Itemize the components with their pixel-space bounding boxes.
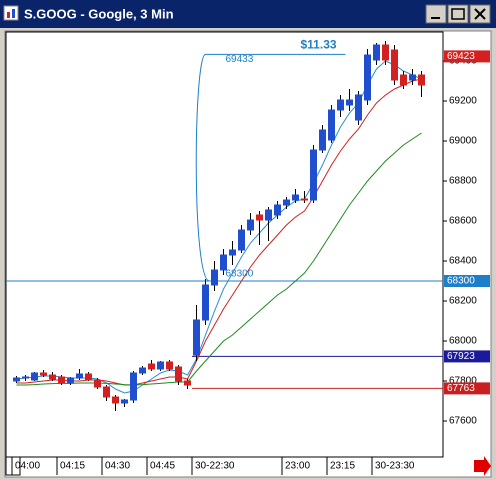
candle-body [175, 366, 182, 382]
x-tick-label: 30-22:30 [195, 461, 235, 472]
measure-label: $11.33 [301, 38, 337, 52]
title-bar [0, 0, 496, 28]
app-icon [3, 5, 19, 21]
candle-body [166, 361, 173, 370]
candle-body [148, 363, 155, 370]
y-tick-label: 68400 [449, 256, 477, 267]
candle-body [184, 380, 191, 386]
last-price-label: 69423 [447, 51, 475, 62]
x-tick-label: 04:15 [60, 461, 85, 472]
app-icon-bar [7, 12, 10, 18]
candle-body [229, 249, 236, 256]
candle-body [292, 194, 299, 201]
x-tick-label: 23:15 [330, 461, 355, 472]
candle-body [400, 74, 407, 86]
price-box [444, 275, 490, 287]
candle-body [13, 377, 20, 382]
candle-body [391, 49, 398, 81]
candle-body [49, 374, 56, 380]
measure-curve [195, 53, 346, 282]
candle-body [274, 204, 281, 216]
measure-low-label: 68300 [226, 269, 254, 280]
candle-body [94, 379, 101, 388]
candle-body [58, 376, 65, 384]
y-tick-label: 68800 [449, 176, 477, 187]
candle-body [76, 373, 83, 379]
x-tick-label: 04:00 [15, 461, 40, 472]
price-box [444, 350, 490, 363]
candle-body [283, 199, 290, 206]
plot-area [5, 31, 444, 458]
candle-body [355, 94, 362, 121]
scroll-box[interactable] [5, 456, 21, 476]
candle-body [31, 372, 38, 381]
candle-body [418, 74, 425, 86]
x-tick-label: 04:30 [105, 461, 130, 472]
candle-body [211, 269, 218, 286]
candle-body [40, 372, 47, 376]
candle-body [346, 99, 353, 106]
candle-body [265, 209, 272, 221]
candle-body [157, 361, 164, 370]
measure-high-label: 69433 [226, 54, 254, 65]
price-label: 67763 [447, 383, 475, 394]
window-title: S.GOOG - Google, 3 Min [24, 6, 174, 21]
last-price-box [444, 50, 490, 63]
y-tick-label: 68000 [449, 336, 477, 347]
candle-body [130, 372, 137, 401]
candle-body [103, 386, 110, 398]
candle-body [22, 376, 29, 379]
candle-body [409, 74, 416, 81]
maximize-button[interactable] [447, 4, 469, 24]
moving-average [16, 60, 422, 394]
candle-body [310, 149, 317, 201]
scroll-arrow[interactable] [474, 456, 491, 476]
x-tick-label: 23:00 [285, 461, 310, 472]
y-tick-label: 68200 [449, 296, 477, 307]
minimize-button[interactable] [425, 4, 447, 24]
candle-body [202, 284, 209, 321]
candle-body [247, 219, 254, 231]
candle-body [112, 396, 119, 404]
price-box [444, 382, 490, 395]
candle-body [193, 319, 200, 356]
candle-body [328, 109, 335, 141]
candle-body [85, 373, 92, 381]
y-tick-label: 69200 [449, 96, 477, 107]
x-tick-label: 30-23:30 [375, 461, 415, 472]
y-tick-label: 68600 [449, 216, 477, 227]
candle-body [337, 99, 344, 111]
candle-body [301, 198, 308, 201]
candle-body [364, 54, 371, 101]
candle-body [238, 229, 245, 251]
window-buttons [425, 4, 491, 24]
y-tick-label: 69000 [449, 136, 477, 147]
candle-body [67, 377, 74, 384]
candle-body [139, 367, 146, 374]
close-icon [474, 8, 486, 20]
x-tick-label: 04:45 [150, 461, 175, 472]
price-label: 67923 [447, 351, 475, 362]
candle-body [373, 44, 380, 61]
maximize-icon [451, 8, 465, 20]
price-label: 68300 [447, 276, 475, 287]
candle-body [121, 399, 128, 404]
plot: 67600 67800 68000 68200 68400 68600 68800 69000… [6, 38, 490, 475]
y-tick-label: 67800 [449, 376, 477, 387]
app-icon-bar [12, 9, 15, 18]
moving-average [16, 132, 422, 386]
candle-body [256, 214, 263, 221]
moving-average [16, 78, 422, 386]
y-tick-label: 67600 [449, 416, 477, 427]
candle-body [319, 129, 326, 151]
candle-body [220, 254, 227, 271]
candle-body [382, 44, 389, 61]
